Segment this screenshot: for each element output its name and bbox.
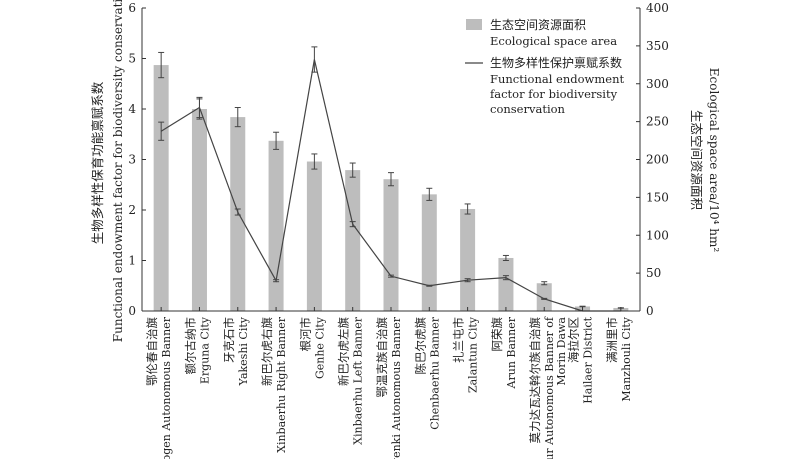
y-axis-label-left-en: Functional endowment factor for biodiver… [111,0,125,342]
y-tick-label-right: 300 [646,77,669,91]
x-tick-label-zh: 新巴尔虎左旗 [337,317,351,386]
bar [536,283,552,311]
legend-label-line-zh: 生物多样性保护禀赋系数 [490,55,622,70]
legend-label-line-en: factor for biodiversity [490,87,618,101]
x-tick-label-zh: 陈巴尔虎旗 [413,317,427,375]
x-tick-label-en: Morin Dawa [555,317,568,386]
y-axis-label-right-zh: 生态空间资源面积 [689,110,704,210]
bar [306,161,322,311]
y-tick-label-right: 400 [646,1,669,15]
legend: 生态空间资源面积 Ecological space area 生物多样性保护禀赋系数… [465,18,625,116]
bar [345,170,361,311]
y-tick-label-right: 0 [646,304,654,318]
x-tick-label-en: Hailaer District [582,316,595,403]
x-tick-label-zh: 海拉尔区 [567,317,581,363]
y-tick-label-left: 4 [128,102,136,116]
x-tick-label-zh: 莫力达瓦达斡尔族自治旗 [528,317,542,444]
x-tick-label-zh: 满洲里市 [605,317,619,363]
x-tick-label-en: Yakeshi City [237,316,250,386]
y-tick-label-right: 250 [646,115,669,129]
x-tick-label-zh: 鄂伦春自治旗 [145,317,159,386]
x-tick-label-zh: 新巴尔虎右旗 [260,317,274,386]
x-tick-label-en: Xinbaerhu Right Banner [275,316,288,453]
x-tick-label-en: Zalantun City [467,316,480,393]
x-tick-label-zh: 额尔古纳市 [183,317,197,375]
x-tick-label-en: Orogen Autonomous Banner [160,316,173,459]
bar-group [153,65,629,311]
bar [191,109,207,311]
y-tick-label-right: 100 [646,228,669,242]
legend-label-line-en: conservation [490,102,566,116]
line-group [158,46,621,312]
y-tick-label-right: 50 [646,266,661,280]
bar [460,208,476,311]
x-tick-label-zh: 根河市 [298,317,312,352]
x-tick-label-zh: 牙克石市 [222,317,236,363]
bar [383,179,399,311]
x-tick-label-en: Ewenki Autonomous Banner [390,316,403,459]
axes: 0 1 2 3 4 5 6 0 50 100 150 200 250 300 350 400 [128,1,669,318]
legend-label-line-en: Functional endowment [490,72,625,86]
x-tick-label-zh: 扎兰屯市 [452,317,466,363]
x-label-group: 鄂伦春自治旗 Orogen Autonomous Banner 额尔古纳市 Ergun… [145,316,633,459]
bar [421,194,437,311]
x-tick-label-en: Chenbaerhu Banner [428,316,441,429]
y-tick-label-left: 5 [128,52,136,66]
x-tick-label-en: Daur Autonomous Banner of [543,316,556,459]
y-tick-label-right: 350 [646,39,669,53]
x-tick-label-en: Erguna City [198,316,211,384]
x-tick-label-zh: 鄂温克族自治旗 [375,317,389,398]
y-tick-label-left: 0 [128,304,136,318]
bar [498,257,514,311]
x-tick-label-en: Manzhouli City [620,316,633,401]
x-tick-label-en: Arun Banner [505,316,518,389]
legend-label-bar-zh: 生态空间资源面积 [490,18,586,32]
x-tick-label-zh: 阿荣旗 [490,317,504,352]
y-axis-label-left-zh: 生物多样性保育功能禀赋系数 [90,81,105,244]
bar [268,140,284,311]
y-tick-label-left: 2 [128,203,136,217]
y-axis-label-right-en: Ecological space area/10⁴ hm² [707,68,721,253]
legend-swatch-bar [466,19,482,30]
y-tick-label-right: 200 [646,153,669,167]
bar [153,65,169,311]
x-tick-label-en: Genhe City [313,316,326,379]
y-tick-label-left: 6 [128,1,136,15]
x-tick-label-en: Xinbaerhu Left Banner [352,316,365,445]
y-tick-label-left: 3 [128,153,136,167]
y-tick-label-right: 150 [646,190,669,204]
legend-label-bar-en: Ecological space area [490,34,617,48]
y-tick-label-left: 1 [128,254,136,268]
